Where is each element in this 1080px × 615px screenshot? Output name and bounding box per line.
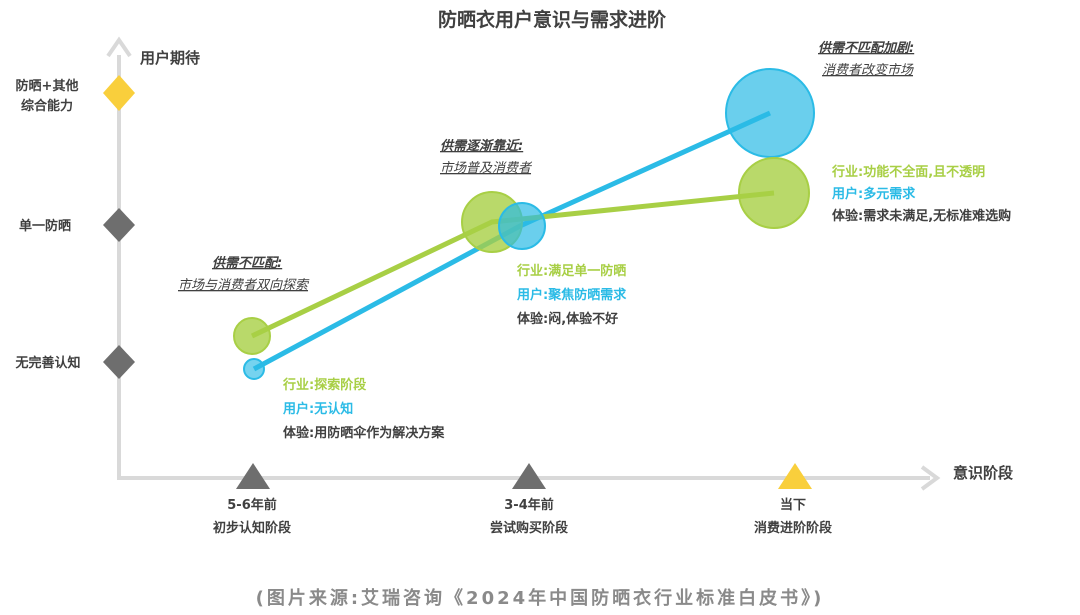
user-bubble-stage-3 bbox=[725, 68, 815, 158]
stage-2-user-note: 用户:聚焦防晒需求 bbox=[516, 287, 627, 303]
user-bubble-stage-2 bbox=[498, 202, 546, 250]
callout-stage-1-subtitle: 市场与消费者双向探索 bbox=[178, 277, 310, 293]
industry-bubble-stage-1 bbox=[233, 317, 271, 355]
x-stage-2-name: 尝试购买阶段 bbox=[490, 520, 568, 536]
x-stage-2-time: 3-4年前 bbox=[504, 497, 554, 513]
y-axis-label: 用户期待 bbox=[140, 49, 200, 67]
callout-stage-3-subtitle: 消费者改变市场 bbox=[822, 62, 914, 78]
y-level-none: 无完善认知 bbox=[14, 355, 80, 371]
stage-3-industry-note: 行业:功能不全面,且不透明 bbox=[831, 164, 985, 180]
stage-1-user-note: 用户:无认知 bbox=[282, 401, 353, 417]
x-stage-1-time: 5-6年前 bbox=[227, 497, 277, 513]
y-level-single-diamond bbox=[103, 208, 135, 242]
x-axis-label: 意识阶段 bbox=[953, 464, 1013, 482]
y-axis-arrow bbox=[106, 36, 132, 58]
diagram-title: 防晒衣用户意识与需求进阶 bbox=[438, 8, 667, 31]
callout-stage-1-title: 供需不匹配: bbox=[212, 255, 282, 271]
x-stage-1-triangle bbox=[236, 463, 270, 489]
x-stage-1-name: 初步认知阶段 bbox=[213, 520, 291, 536]
stage-3-experience-note: 体验:需求未满足,无标准难选购 bbox=[832, 208, 1011, 224]
x-stage-3-time: 当下 bbox=[780, 497, 806, 513]
x-stage-3-triangle bbox=[778, 463, 812, 489]
y-level-top-line2: 综合能力 bbox=[21, 98, 73, 114]
x-stage-3-name: 消费进阶阶段 bbox=[754, 520, 832, 536]
callout-stage-2-title: 供需逐渐靠近: bbox=[440, 138, 523, 154]
industry-bubble-stage-3 bbox=[738, 157, 810, 229]
callout-stage-3-title: 供需不匹配加剧: bbox=[818, 40, 914, 56]
stage-1-experience-note: 体验:用防晒伞作为解决方案 bbox=[283, 425, 445, 441]
y-level-none-diamond bbox=[103, 345, 135, 379]
y-level-single: 单一防晒 bbox=[19, 218, 71, 234]
x-stage-2-triangle bbox=[512, 463, 546, 489]
stage-2-industry-note: 行业:满足单一防晒 bbox=[516, 263, 626, 279]
stage-1-industry-note: 行业:探索阶段 bbox=[282, 377, 366, 393]
y-level-top-line1: 防晒+其他 bbox=[16, 78, 79, 94]
source-caption: (图片来源:艾瑞咨询《2024年中国防晒衣行业标准白皮书》) bbox=[256, 587, 825, 609]
x-axis-arrow bbox=[920, 465, 941, 491]
stage-2-experience-note: 体验:闷,体验不好 bbox=[517, 311, 618, 327]
stage-3-user-note: 用户:多元需求 bbox=[831, 186, 916, 202]
user-bubble-stage-1 bbox=[243, 358, 265, 380]
callout-stage-2-subtitle: 市场普及消费者 bbox=[440, 160, 533, 176]
y-level-top-diamond bbox=[103, 75, 135, 111]
